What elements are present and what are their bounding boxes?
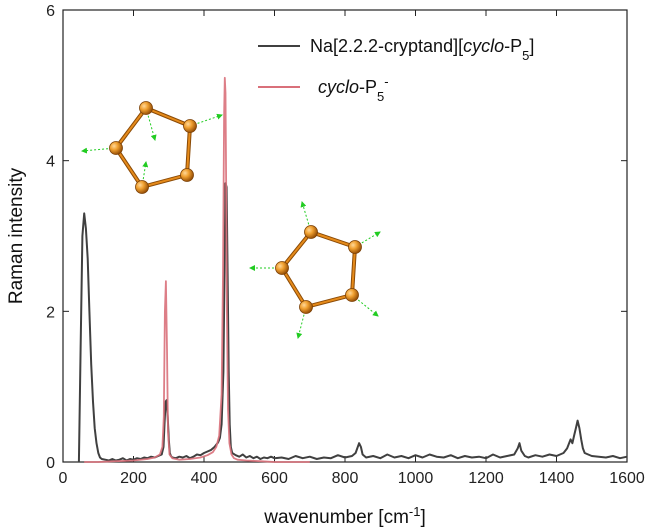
series-layer [77,76,628,463]
x-tick-label: 1200 [468,470,504,487]
x-tick-label: 400 [191,470,218,487]
legend-label-series-2: cyclo-P5- [318,74,389,104]
atoms-1 [109,101,197,194]
x-axis-ticks: 0 200 400 600 800 1000 1200 1400 1600 [59,10,645,487]
ring-bonds-1-highlight [114,106,192,189]
x-tick-label: 1400 [539,470,575,487]
x-tick-label: 1000 [398,470,434,487]
y-tick-label: 6 [46,3,55,20]
y-tick-label: 4 [46,154,55,171]
x-tick-label: 600 [261,470,288,487]
series-line-2 [84,76,310,463]
x-axis-label: wavenumber [cm-1] [263,504,426,529]
x-axis-label-main: wavenumber [cm [263,507,409,528]
legend: Na[2.2.2-cryptand][cyclo-P5] cyclo-P5- [258,36,534,104]
ring-bonds-1 [114,106,192,189]
y-axis-ticks: 0 2 4 6 [46,3,627,472]
atoms-2 [275,225,362,314]
x-tick-label: 800 [332,470,359,487]
x-tick-label: 200 [120,470,147,487]
legend-label-series-1: Na[2.2.2-cryptand][cyclo-P5] [310,36,534,63]
x-axis-label-superscript: -1 [409,504,421,519]
x-tick-label: 1600 [609,470,645,487]
ring-bonds-2-highlight [280,230,357,309]
molecule-p5-1 [81,101,223,194]
y-tick-label: 0 [46,455,55,472]
displacement-arrows-2 [249,201,381,339]
y-axis-label: Raman intensity [6,167,27,304]
x-axis-label-end: ] [420,507,425,528]
y-tick-label: 2 [46,304,55,321]
series-line-1 [77,182,628,463]
x-tick-label: 0 [59,470,68,487]
molecule-p5-2 [249,201,381,339]
displacement-arrows-1 [81,107,223,188]
